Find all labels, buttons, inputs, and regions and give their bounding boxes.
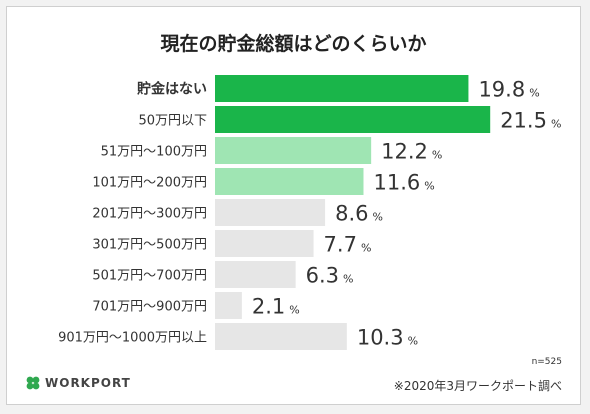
percent-unit: % (408, 335, 418, 348)
value-label: 2.1 (252, 295, 285, 319)
value-label: 19.8 (478, 78, 525, 102)
category-label: 51万円～100万円 (101, 145, 207, 160)
category-label: 貯金はない (137, 81, 207, 98)
chart-card: 現在の貯金総額はどのくらいか 貯金はない 19.8% 50万円以下 21.5% 51万円… (6, 6, 581, 405)
bar (215, 292, 242, 319)
bar-chart: 貯金はない 19.8 % 50万円以下 21.5 % 51万円～100万円 12.2 % 101万… (58, 75, 561, 350)
value-label: 10.3 (357, 326, 404, 350)
bar (215, 199, 326, 226)
bar (215, 261, 296, 288)
value-label: 7.7 (324, 233, 357, 257)
percent-unit: % (372, 211, 382, 224)
category-label: 301万円～500万円 (92, 238, 207, 253)
bar (215, 75, 469, 102)
percent-unit: % (289, 304, 299, 317)
category-label: 501万円～700万円 (92, 269, 207, 284)
bar (215, 323, 347, 350)
category-label: 901万円～1000万円以上 (58, 331, 207, 346)
brand-name: WORKPORT (45, 376, 131, 390)
value-label: 8.6 (335, 202, 368, 226)
bar (215, 106, 491, 133)
category-label: 50万円以下 (138, 114, 207, 129)
value-label: 11.6 (373, 171, 420, 195)
category-label: 701万円～900万円 (92, 300, 207, 315)
bar (215, 230, 314, 257)
percent-unit: % (432, 149, 442, 162)
percent-unit: % (343, 273, 353, 286)
percent-unit: % (551, 118, 561, 131)
percent-unit: % (424, 180, 434, 193)
category-label: 201万円～300万円 (92, 207, 207, 222)
chart-title: 現在の貯金総額はどのくらいか (160, 33, 427, 55)
bar (215, 168, 364, 195)
bar (215, 137, 372, 164)
percent-unit: % (529, 87, 539, 100)
value-label: 12.2 (381, 140, 428, 164)
brand-logo: WORKPORT (25, 375, 131, 391)
sample-size-note: n=525 (531, 357, 562, 367)
percent-unit: % (361, 242, 371, 255)
value-label: 21.5 (500, 109, 547, 133)
category-label: 101万円～200万円 (92, 176, 207, 191)
clover-logo-icon (26, 376, 40, 390)
source-note: ※2020年3月ワークポート調べ (393, 379, 562, 393)
value-label: 6.3 (306, 264, 339, 288)
